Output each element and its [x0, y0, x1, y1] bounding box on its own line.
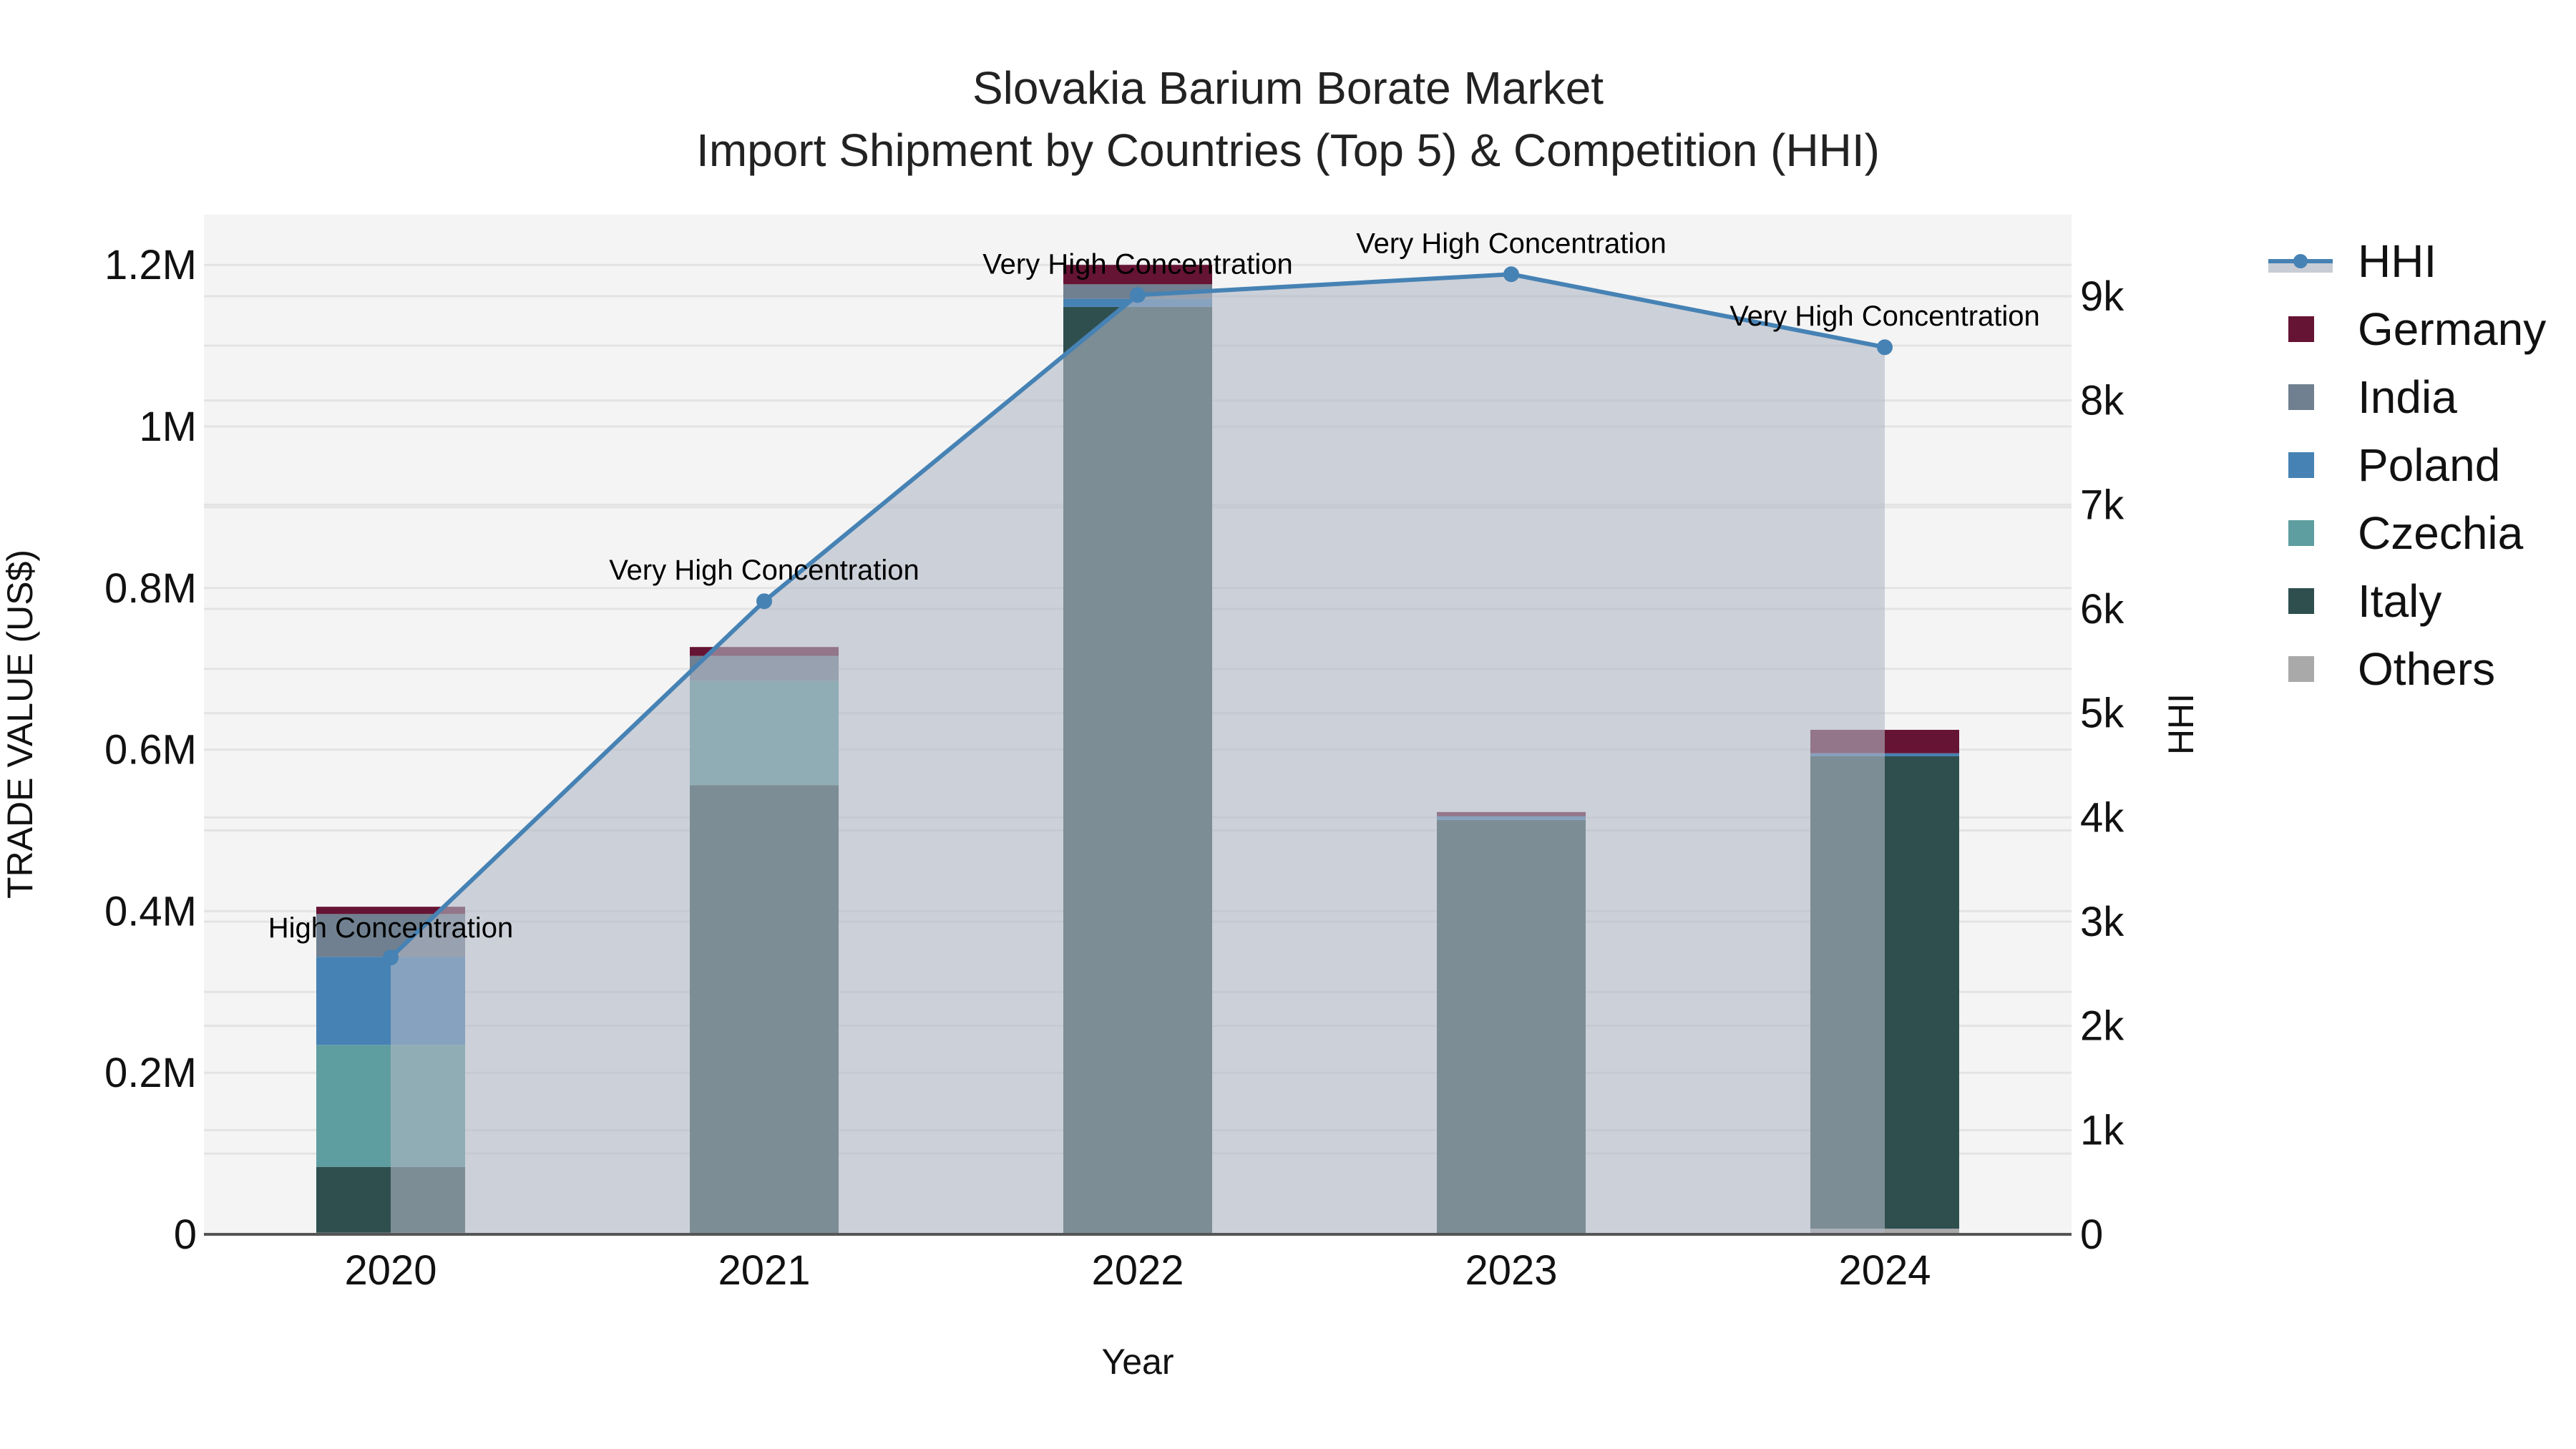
hhi-annotation-2022: Very High Concentration [982, 248, 1293, 280]
y-left-tick-label: 1.2M [104, 242, 197, 288]
y-right-tick-label: 1k [2080, 1107, 2124, 1153]
legend-label: India [2358, 371, 2457, 423]
y-right-tick-label: 2k [2080, 1003, 2124, 1050]
legend-marker-icon [2293, 254, 2308, 268]
legend-item-others[interactable]: Others [2288, 643, 2495, 695]
legend-label: Italy [2358, 575, 2441, 627]
legend-item-italy[interactable]: Italy [2288, 575, 2441, 627]
y-axis-right-title: HHI [2161, 693, 2201, 755]
hhi-point-2024[interactable] [1877, 339, 1893, 356]
x-tick-label: 2023 [1465, 1247, 1557, 1294]
y-axis-left-title: TRADE VALUE (US$) [0, 550, 40, 899]
legend: HHI Germany India Poland Czechia Italy Others [2268, 235, 2546, 695]
hhi-point-2021[interactable] [756, 593, 772, 610]
legend-swatch-icon [2288, 656, 2314, 682]
legend-item-poland[interactable]: Poland [2288, 439, 2500, 491]
legend-label: HHI [2358, 235, 2436, 287]
y-right-tick-label: 5k [2080, 691, 2124, 737]
x-tick-label: 2024 [1838, 1247, 1931, 1294]
hhi-annotation-2021: Very High Concentration [609, 555, 919, 586]
y-left-tick-label: 0.6M [104, 727, 197, 774]
y-right-tick-label: 7k [2080, 482, 2124, 528]
hhi-annotation-2024: Very High Concentration [1729, 301, 2040, 332]
hhi-point-2020[interactable] [383, 950, 399, 966]
legend-swatch-icon [2288, 452, 2314, 478]
legend-item-czechia[interactable]: Czechia [2288, 507, 2524, 559]
chart-subtitle: Import Shipment by Countries (Top 5) & C… [696, 125, 1880, 176]
hhi-point-2023[interactable] [1503, 266, 1519, 283]
legend-swatch-icon [2288, 588, 2314, 614]
legend-swatch-icon [2288, 384, 2314, 410]
y-right-tick-label: 0 [2080, 1211, 2103, 1258]
y-right-tick-label: 6k [2080, 586, 2124, 633]
hhi-annotation-2023: Very High Concentration [1356, 228, 1667, 259]
y-right-tick-label: 4k [2080, 794, 2124, 841]
y-left-tick-label: 1M [139, 404, 197, 450]
x-axis-title: Year [1101, 1342, 1174, 1382]
legend-swatch-icon [2288, 520, 2314, 546]
legend-label: Germany [2358, 303, 2546, 355]
y-right-tick-label: 9k [2080, 273, 2124, 320]
y-left-tick-label: 0 [174, 1211, 197, 1258]
x-tick-label: 2022 [1091, 1247, 1184, 1294]
legend-label: Czechia [2358, 507, 2524, 559]
legend-swatch-icon [2288, 316, 2314, 342]
chart-title: Slovakia Barium Borate Market [972, 62, 1604, 114]
legend-label: Poland [2358, 439, 2500, 491]
legend-item-india[interactable]: India [2288, 371, 2457, 423]
y-left-tick-label: 0.2M [104, 1050, 197, 1096]
annotations: High Concentration Very High Concentratio… [268, 228, 2040, 944]
legend-item-hhi[interactable]: HHI [2268, 235, 2436, 287]
axes: 0 0.2M 0.4M 0.6M 0.8M 1M 1.2M 0 1k 2k 3k 4k 5k 6k 7k 8k… [104, 242, 2124, 1294]
y-right-tick-label: 8k [2080, 378, 2124, 424]
hhi-point-2022[interactable] [1130, 287, 1146, 303]
y-left-tick-label: 0.4M [104, 888, 197, 935]
hhi-annotation-2020: High Concentration [268, 912, 513, 944]
hhi-area-fill [391, 274, 1885, 1234]
y-left-tick-label: 0.8M [104, 565, 197, 612]
bar-segment-germany-2022[interactable] [1063, 265, 1212, 285]
legend-item-germany[interactable]: Germany [2288, 303, 2546, 355]
legend-label: Others [2358, 643, 2495, 695]
x-tick-label: 2021 [718, 1247, 810, 1294]
y-right-tick-label: 3k [2080, 899, 2124, 945]
hhi-line-series [383, 266, 1893, 1234]
bar-segment-germany-2020[interactable] [316, 907, 465, 914]
x-tick-label: 2020 [344, 1247, 436, 1294]
